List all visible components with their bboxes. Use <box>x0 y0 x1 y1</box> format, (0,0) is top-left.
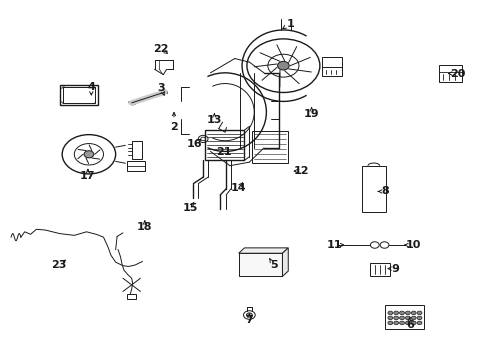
Text: 18: 18 <box>137 222 152 232</box>
Polygon shape <box>282 248 287 276</box>
Text: 21: 21 <box>216 147 231 157</box>
Bar <box>204 130 244 160</box>
Bar <box>384 305 424 329</box>
Polygon shape <box>238 253 282 276</box>
Text: 22: 22 <box>153 44 168 54</box>
Circle shape <box>387 321 392 325</box>
Text: 14: 14 <box>230 183 246 193</box>
Circle shape <box>405 311 409 315</box>
Text: 1: 1 <box>286 18 294 28</box>
Bar <box>62 87 95 103</box>
Text: 8: 8 <box>381 186 388 197</box>
Circle shape <box>410 311 415 315</box>
Circle shape <box>399 316 404 320</box>
Bar <box>126 161 145 171</box>
Text: 16: 16 <box>187 139 203 149</box>
Text: 13: 13 <box>206 115 222 125</box>
Text: 5: 5 <box>269 260 277 270</box>
Text: 19: 19 <box>303 109 319 119</box>
Text: 11: 11 <box>326 240 342 250</box>
Circle shape <box>393 321 398 325</box>
Bar <box>131 141 142 158</box>
Circle shape <box>387 316 392 320</box>
Text: 6: 6 <box>405 320 413 330</box>
Text: 4: 4 <box>87 82 95 92</box>
Circle shape <box>84 151 94 158</box>
Text: 3: 3 <box>157 83 164 93</box>
Polygon shape <box>238 248 287 253</box>
Circle shape <box>416 316 421 320</box>
Text: 2: 2 <box>170 122 178 132</box>
Text: 17: 17 <box>80 171 96 181</box>
Circle shape <box>416 321 421 325</box>
Circle shape <box>410 321 415 325</box>
Bar <box>369 263 389 276</box>
Circle shape <box>410 316 415 320</box>
Text: 23: 23 <box>51 260 66 270</box>
Text: 20: 20 <box>449 68 464 78</box>
Text: 12: 12 <box>293 166 309 176</box>
Circle shape <box>399 311 404 315</box>
Bar <box>322 57 341 76</box>
Bar <box>362 166 385 212</box>
Bar <box>126 294 135 298</box>
Bar <box>251 131 287 163</box>
Circle shape <box>387 311 392 315</box>
Circle shape <box>393 311 398 315</box>
Circle shape <box>399 321 404 325</box>
Text: 7: 7 <box>245 315 253 325</box>
Bar <box>438 64 461 82</box>
Circle shape <box>416 311 421 315</box>
Circle shape <box>277 62 288 70</box>
Circle shape <box>405 321 409 325</box>
Circle shape <box>405 316 409 320</box>
Circle shape <box>393 316 398 320</box>
Text: 9: 9 <box>390 264 398 274</box>
Circle shape <box>246 313 252 317</box>
Bar <box>60 85 98 105</box>
Text: 15: 15 <box>182 203 197 213</box>
Text: 10: 10 <box>405 240 420 250</box>
